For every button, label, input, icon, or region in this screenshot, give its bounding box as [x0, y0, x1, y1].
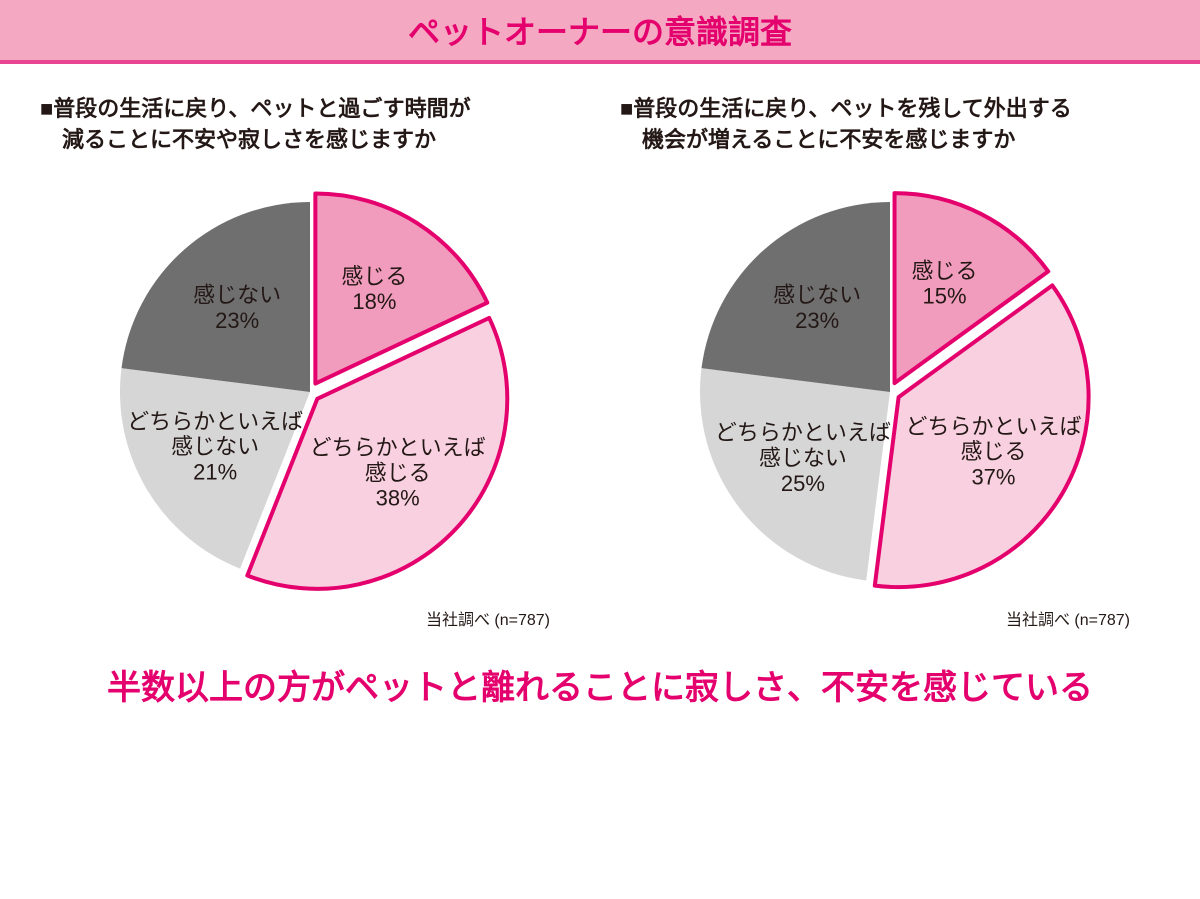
chart-panel-right: ■普段の生活に戻り、ペットを残して外出する 機会が増えることに不安を感じますか …	[620, 94, 1160, 630]
chart-panel-left: ■普段の生活に戻り、ペットと過ごす時間が 減ることに不安や寂しさを感じますか 感…	[40, 94, 580, 630]
conclusion-text: 半数以上の方がペットと離れることに寂しさ、不安を感じている	[0, 660, 1200, 709]
page-title: ペットオーナーの意識調査	[408, 7, 792, 53]
source-left: 当社調べ (n=787)	[40, 606, 580, 630]
charts-row: ■普段の生活に戻り、ペットと過ごす時間が 減ることに不安や寂しさを感じますか 感…	[0, 64, 1200, 640]
source-right: 当社調べ (n=787)	[620, 606, 1160, 630]
title-banner: ペットオーナーの意識調査	[0, 0, 1200, 60]
question-left: ■普段の生活に戻り、ペットと過ごす時間が 減ることに不安や寂しさを感じますか	[40, 94, 580, 156]
pie-wrap-left: 感じる18%どちらかといえば感じる38%どちらかといえば感じない21%感じない2…	[40, 186, 580, 630]
question-right: ■普段の生活に戻り、ペットを残して外出する 機会が増えることに不安を感じますか	[620, 94, 1160, 156]
pie-wrap-right: 感じる15%どちらかといえば感じる37%どちらかといえば感じない25%感じない2…	[620, 186, 1160, 630]
pie-chart-right: 感じる15%どちらかといえば感じる37%どちらかといえば感じない25%感じない2…	[684, 186, 1096, 598]
pie-chart-left: 感じる18%どちらかといえば感じる38%どちらかといえば感じない21%感じない2…	[104, 186, 516, 598]
